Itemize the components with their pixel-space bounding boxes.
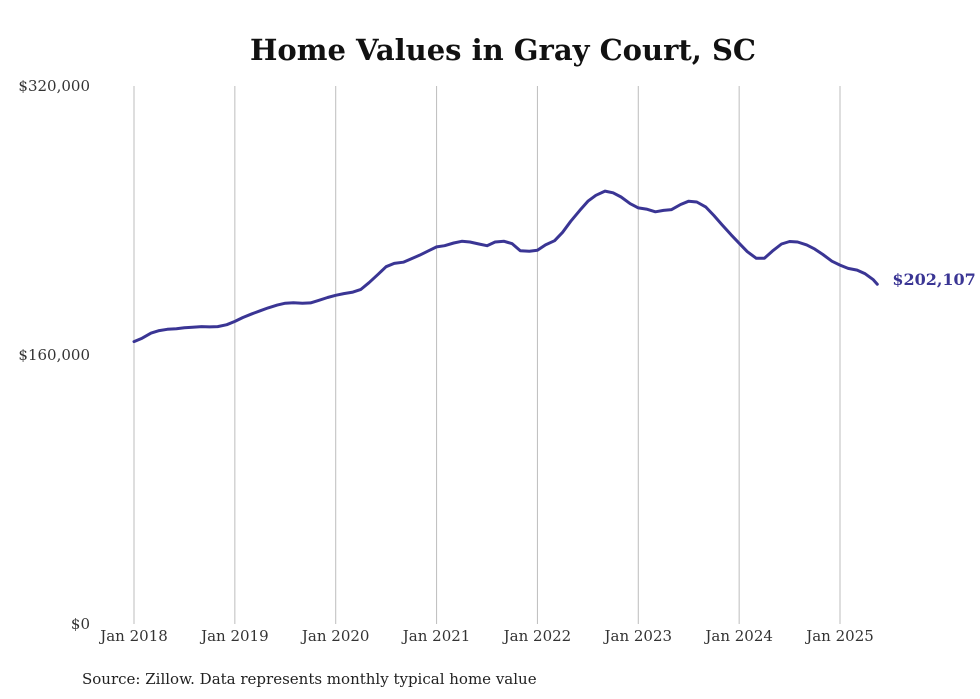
source-note: Source: Zillow. Data represents monthly …	[82, 670, 537, 688]
x-tick-label: Jan 2023	[603, 627, 673, 645]
y-tick-label: $320,000	[18, 77, 90, 95]
x-tick-label: Jan 2021	[401, 627, 471, 645]
y-axis-tick-labels: $0 $160,000 $320,000	[18, 77, 90, 633]
gridlines	[133, 86, 841, 624]
x-tick-label: Jan 2019	[199, 627, 269, 645]
x-axis-tick-labels: Jan 2018 Jan 2019 Jan 2020 Jan 2021 Jan 2022…	[98, 627, 874, 645]
x-tick-label: Jan 2022	[502, 627, 572, 645]
series-line	[132, 189, 879, 344]
x-tick-label: Jan 2024	[703, 627, 773, 645]
x-tick-label: Jan 2018	[98, 627, 168, 645]
y-tick-label: $160,000	[18, 346, 90, 364]
series-layer: $202,107	[132, 189, 976, 344]
chart-title: Home Values in Gray Court, SC	[250, 33, 756, 67]
x-tick-label: Jan 2025	[804, 627, 874, 645]
y-tick-label: $0	[71, 615, 90, 633]
x-tick-label: Jan 2020	[300, 627, 370, 645]
end-value-label: $202,107	[892, 270, 976, 289]
